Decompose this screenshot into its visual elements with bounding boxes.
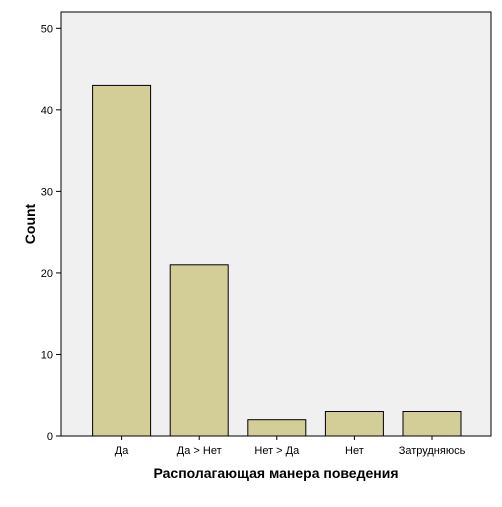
y-tick-label: 0 [47,431,53,443]
y-axis-title: Count [22,203,38,244]
y-tick-label: 40 [41,105,53,117]
bar-4 [402,411,462,437]
y-tick-label: 50 [41,23,53,35]
x-tick-label: Нет [345,445,364,457]
bar-2 [247,419,307,437]
x-tick-label: Да > Нет [177,445,222,457]
y-tick-label: 30 [41,186,53,198]
y-axis: 0 10 20 30 40 50 [41,23,61,443]
bar-1 [169,264,229,437]
x-axis-title: Располагающая манера поведения [153,465,398,481]
bar-0 [92,84,152,437]
x-tick-label: Да [115,445,129,457]
x-tick-label: Нет > Да [254,445,300,457]
y-tick-label: 20 [41,268,53,280]
y-tick-label: 10 [41,349,53,361]
bars-group [92,84,462,437]
x-axis: Да Да > Нет Нет > Да Нет Затрудняюсь [115,436,466,457]
x-tick-label: Затрудняюсь [399,445,466,457]
bar-3 [324,411,384,437]
